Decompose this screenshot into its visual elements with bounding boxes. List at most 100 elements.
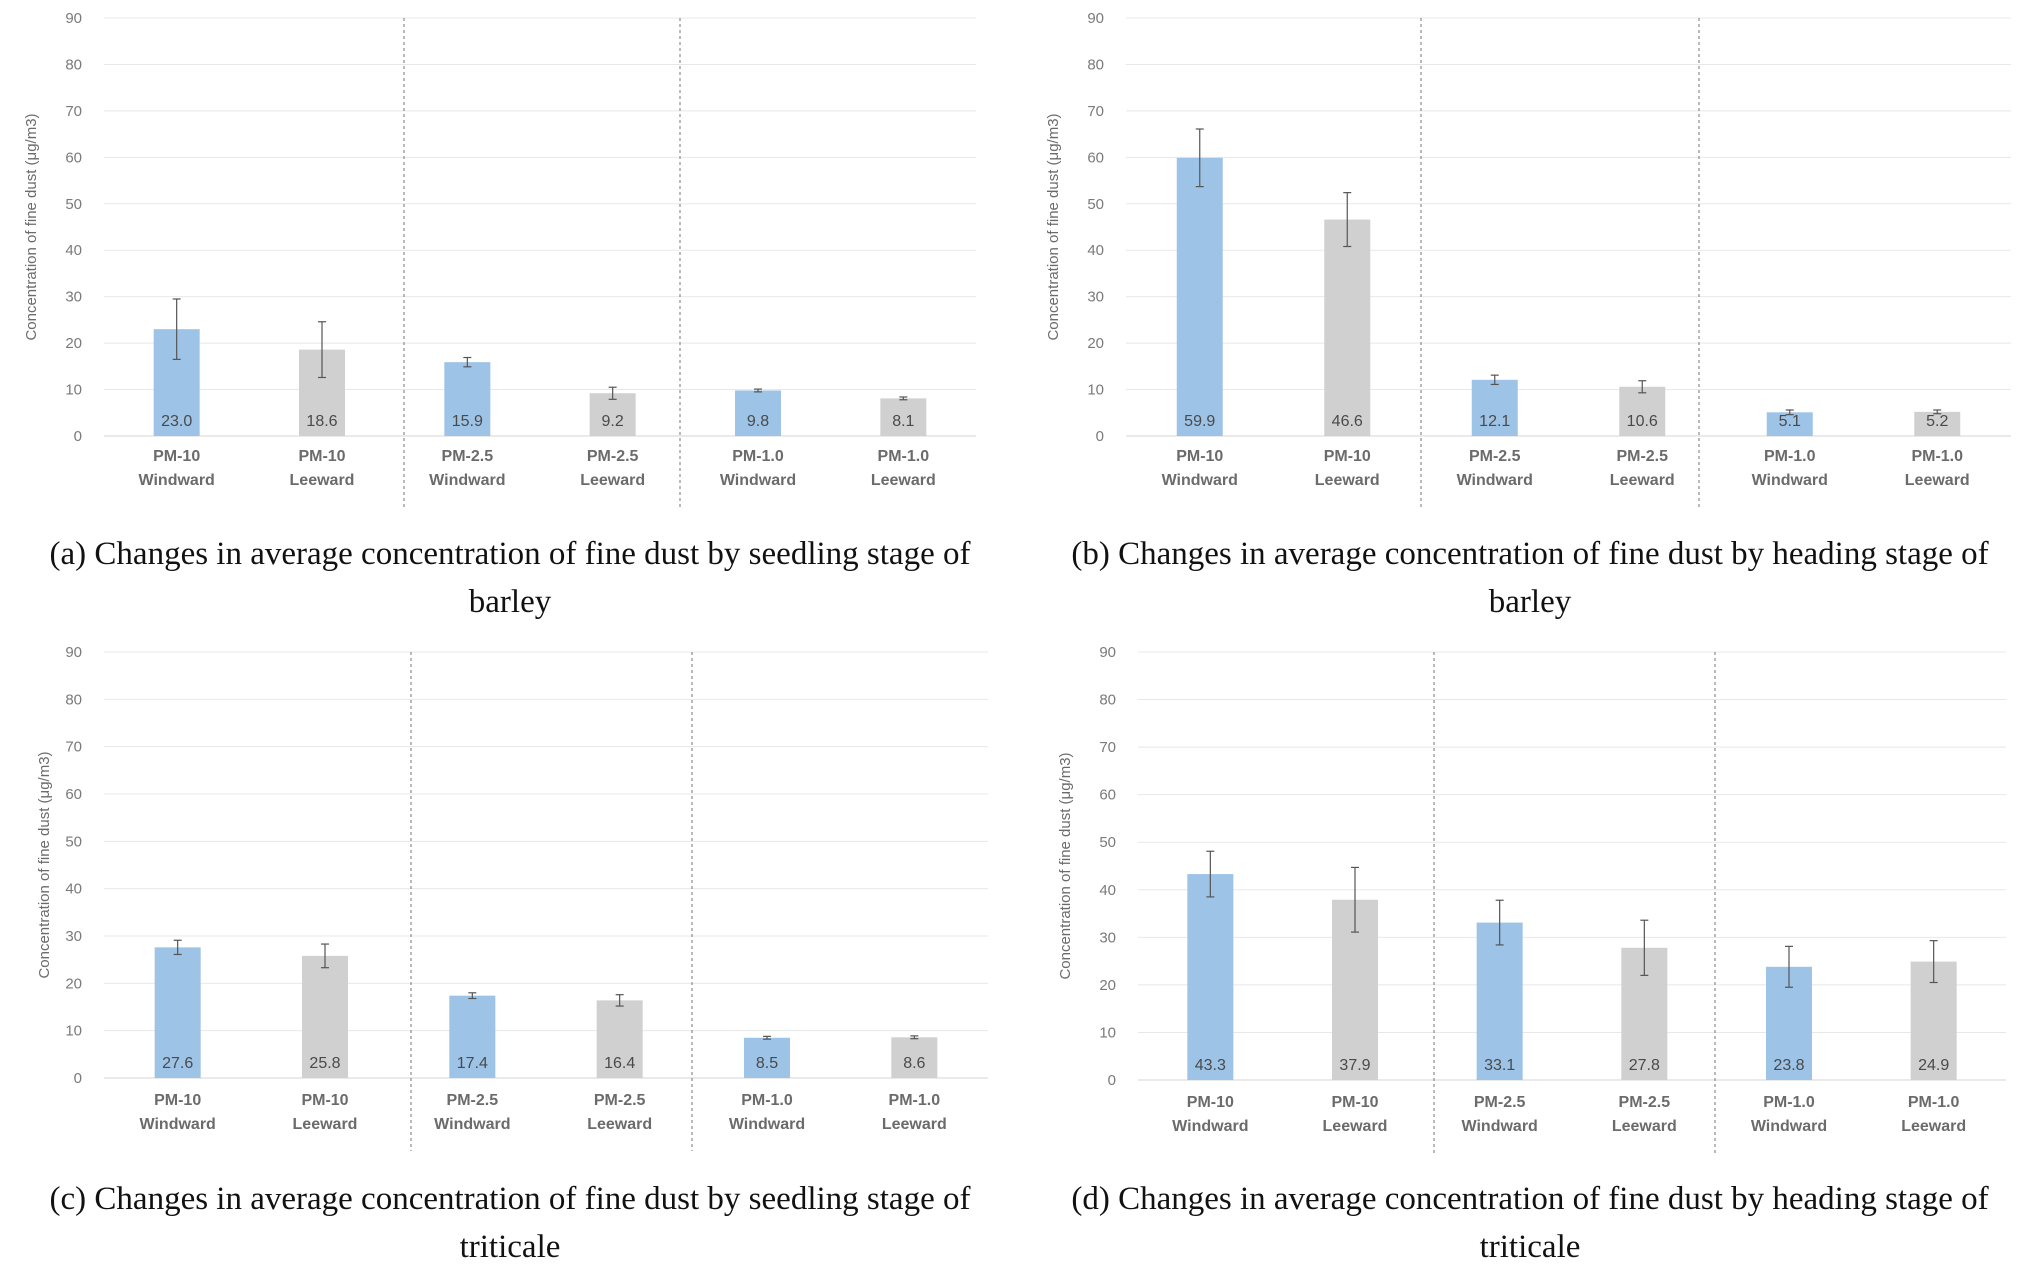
bar bbox=[1187, 874, 1234, 1080]
bar bbox=[1476, 922, 1523, 1080]
caption-b: (b) Changes in average concentration of … bbox=[1071, 536, 1989, 620]
caption-a: (a) Changes in average concentration of … bbox=[49, 536, 971, 620]
y-tick-label: 0 bbox=[74, 1070, 82, 1087]
bar bbox=[1619, 386, 1666, 436]
category-label: PM-2.5 bbox=[447, 1092, 499, 1109]
bar bbox=[596, 1000, 643, 1078]
y-tick-label: 60 bbox=[1099, 787, 1116, 804]
y-tick-label: 90 bbox=[1099, 644, 1116, 661]
data-label: 23.8 bbox=[1773, 1057, 1804, 1074]
data-label: 33.1 bbox=[1484, 1057, 1515, 1074]
category-label: Leeward bbox=[882, 1116, 947, 1133]
category-label: Windward bbox=[434, 1116, 510, 1133]
data-label: 18.6 bbox=[306, 413, 337, 430]
data-label: 5.1 bbox=[1779, 413, 1801, 430]
y-tick-label: 0 bbox=[1108, 1072, 1116, 1089]
data-label: 15.9 bbox=[452, 413, 483, 430]
category-label: Leeward bbox=[871, 472, 936, 489]
data-label: 59.9 bbox=[1184, 413, 1215, 430]
bar bbox=[1324, 219, 1371, 436]
category-label: PM-10 bbox=[154, 1092, 201, 1109]
y-tick-label: 30 bbox=[65, 289, 82, 306]
category-label: Leeward bbox=[1612, 1118, 1677, 1135]
y-tick-label: 40 bbox=[65, 242, 82, 259]
y-tick-label: 10 bbox=[65, 382, 82, 399]
bar bbox=[880, 398, 927, 436]
category-label: PM-2.5 bbox=[587, 448, 639, 465]
category-label: Leeward bbox=[1610, 472, 1675, 489]
y-tick-label: 30 bbox=[1099, 929, 1116, 946]
category-label: Windward bbox=[140, 1116, 216, 1133]
bar bbox=[449, 995, 496, 1078]
y-tick-label: 0 bbox=[74, 428, 82, 445]
bar bbox=[1914, 411, 1961, 436]
category-label: PM-1.0 bbox=[741, 1092, 793, 1109]
category-label: Windward bbox=[729, 1116, 805, 1133]
y-tick-label: 10 bbox=[1087, 382, 1104, 399]
y-tick-label: 30 bbox=[1087, 289, 1104, 306]
bar bbox=[589, 393, 636, 436]
chart-panel-c: 0 10 20 30 40 50 60 70 80 90 Concentration of fine… bbox=[0, 630, 1000, 1160]
y-tick-label: 60 bbox=[65, 149, 82, 166]
y-tick-label: 50 bbox=[1087, 196, 1104, 213]
data-label: 5.2 bbox=[1926, 413, 1948, 430]
category-label: Windward bbox=[139, 472, 215, 489]
y-tick-label: 80 bbox=[1099, 692, 1116, 709]
category-label: Windward bbox=[720, 472, 796, 489]
data-label: 17.4 bbox=[457, 1055, 488, 1072]
category-label: Leeward bbox=[1901, 1118, 1966, 1135]
y-axis-label: Concentration of fine dust (μg/m3) bbox=[23, 113, 40, 340]
y-tick-label: 40 bbox=[1087, 242, 1104, 259]
data-label: 46.6 bbox=[1332, 413, 1363, 430]
chart-d-svg: 0 10 20 30 40 50 60 70 80 90 Concentration of fine… bbox=[1057, 644, 2006, 1153]
caption-d: (d) Changes in average concentration of … bbox=[1071, 1181, 1989, 1265]
category-label: Leeward bbox=[290, 472, 355, 489]
category-label: PM-1.0 bbox=[878, 448, 930, 465]
data-label: 8.6 bbox=[903, 1055, 925, 1072]
data-label: 25.8 bbox=[309, 1055, 340, 1072]
data-label: 8.1 bbox=[892, 413, 914, 430]
category-label: PM-1.0 bbox=[889, 1092, 941, 1109]
chart-a-svg: 0 10 20 30 40 50 60 70 80 90 Concentration of fine… bbox=[23, 10, 976, 507]
y-tick-label: 50 bbox=[65, 833, 82, 850]
bar bbox=[154, 947, 201, 1078]
category-label: Windward bbox=[1457, 472, 1533, 489]
y-tick-label: 90 bbox=[1087, 10, 1104, 27]
data-label: 12.1 bbox=[1479, 413, 1510, 430]
category-label: Windward bbox=[1751, 1118, 1827, 1135]
category-label: PM-10 bbox=[153, 448, 200, 465]
category-label: Windward bbox=[1172, 1118, 1248, 1135]
data-label: 23.0 bbox=[161, 413, 192, 430]
data-label: 27.8 bbox=[1629, 1057, 1660, 1074]
y-tick-label: 60 bbox=[1087, 149, 1104, 166]
y-tick-label: 50 bbox=[1099, 834, 1116, 851]
category-label: Windward bbox=[1752, 472, 1828, 489]
data-label: 9.2 bbox=[602, 413, 624, 430]
category-label: PM-10 bbox=[1187, 1094, 1234, 1111]
y-tick-label: 90 bbox=[65, 10, 82, 27]
chart-panel-a: 0 10 20 30 40 50 60 70 80 90 Concentration of fine… bbox=[0, 0, 1000, 510]
bar bbox=[444, 362, 491, 436]
category-label: Windward bbox=[429, 472, 505, 489]
y-tick-label: 10 bbox=[65, 1023, 82, 1040]
bar bbox=[1471, 379, 1518, 436]
bar bbox=[735, 390, 781, 436]
category-label: PM-10 bbox=[298, 448, 345, 465]
y-axis-label: Concentration of fine dust (μg/m3) bbox=[1045, 113, 1062, 340]
category-label: PM-2.5 bbox=[1616, 448, 1668, 465]
data-label: 43.3 bbox=[1195, 1057, 1226, 1074]
data-label: 37.9 bbox=[1339, 1057, 1370, 1074]
y-tick-label: 20 bbox=[65, 335, 82, 352]
category-label: PM-10 bbox=[301, 1092, 348, 1109]
data-label: 9.8 bbox=[747, 413, 769, 430]
caption-c: (c) Changes in average concentration of … bbox=[49, 1181, 971, 1265]
bar bbox=[744, 1037, 790, 1078]
y-tick-label: 90 bbox=[65, 644, 82, 661]
y-axis-label: Concentration of fine dust (μg/m3) bbox=[1057, 752, 1074, 979]
data-label: 10.6 bbox=[1627, 413, 1658, 430]
y-tick-label: 10 bbox=[1099, 1024, 1116, 1041]
category-label: PM-1.0 bbox=[1908, 1094, 1960, 1111]
y-tick-label: 70 bbox=[65, 103, 82, 120]
chart-panel-b: 0 10 20 30 40 50 60 70 80 90 Concentration of fine… bbox=[1020, 0, 2023, 510]
y-tick-label: 20 bbox=[1087, 335, 1104, 352]
